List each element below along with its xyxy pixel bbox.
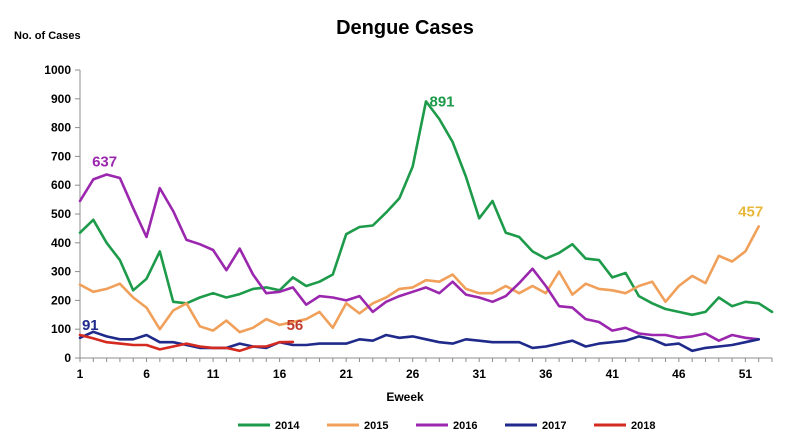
y-tick-label: 0 [64,351,71,365]
x-ticks: 1 6 11 16 21 26 31 36 41 46 51 [77,358,773,381]
legend-label-2018: 2018 [631,420,655,432]
legend: 2014 2015 2016 2017 2018 [238,420,655,432]
series-line-2018 [78,333,295,353]
y-tick-label: 900 [51,92,71,106]
legend-label-2017: 2017 [542,420,566,432]
y-tick-label: 800 [51,121,71,135]
annotations: 891 637 457 91 56 [82,93,763,333]
y-ticks: 0 100 200 300 400 500 600 700 800 900 1000 [44,63,80,365]
x-tick-label: 26 [406,367,420,381]
y-tick-label: 400 [51,236,71,250]
y-axis-label: No. of Cases [14,30,81,42]
annotation-2018: 56 [287,317,304,334]
x-tick-label: 11 [207,367,220,381]
y-tick-label: 500 [51,207,71,221]
annotation-2014: 891 [429,93,454,110]
x-tick-label: 6 [143,367,150,381]
axes [79,70,772,359]
y-tick-label: 700 [51,149,71,163]
x-tick-label: 41 [606,367,620,381]
x-tick-label: 36 [539,367,553,381]
legend-label-2014: 2014 [275,420,300,432]
series-lines [78,100,774,353]
y-tick-label: 1000 [44,63,71,77]
chart-title: Dengue Cases [336,17,474,39]
series-line-2015 [78,225,761,334]
annotation-2015: 457 [738,203,763,220]
annotation-2017: 91 [82,317,99,334]
x-tick-label: 31 [473,367,487,381]
x-tick-label: 21 [339,367,353,381]
series-line-2014 [78,100,774,317]
y-tick-label: 200 [51,293,71,307]
y-tick-label: 100 [51,322,71,336]
x-axis-label: Eweek [386,390,424,404]
x-tick-label: 46 [672,367,686,381]
x-tick-label: 16 [273,367,287,381]
series-line-2016 [78,173,761,343]
legend-label-2016: 2016 [453,420,477,432]
annotation-2016: 637 [92,154,117,171]
y-tick-label: 300 [51,265,71,279]
y-tick-label: 600 [51,178,71,192]
series-line-2017 [78,330,761,353]
legend-label-2015: 2015 [364,420,388,432]
x-tick-label: 1 [77,367,84,381]
x-tick-label: 51 [739,367,753,381]
